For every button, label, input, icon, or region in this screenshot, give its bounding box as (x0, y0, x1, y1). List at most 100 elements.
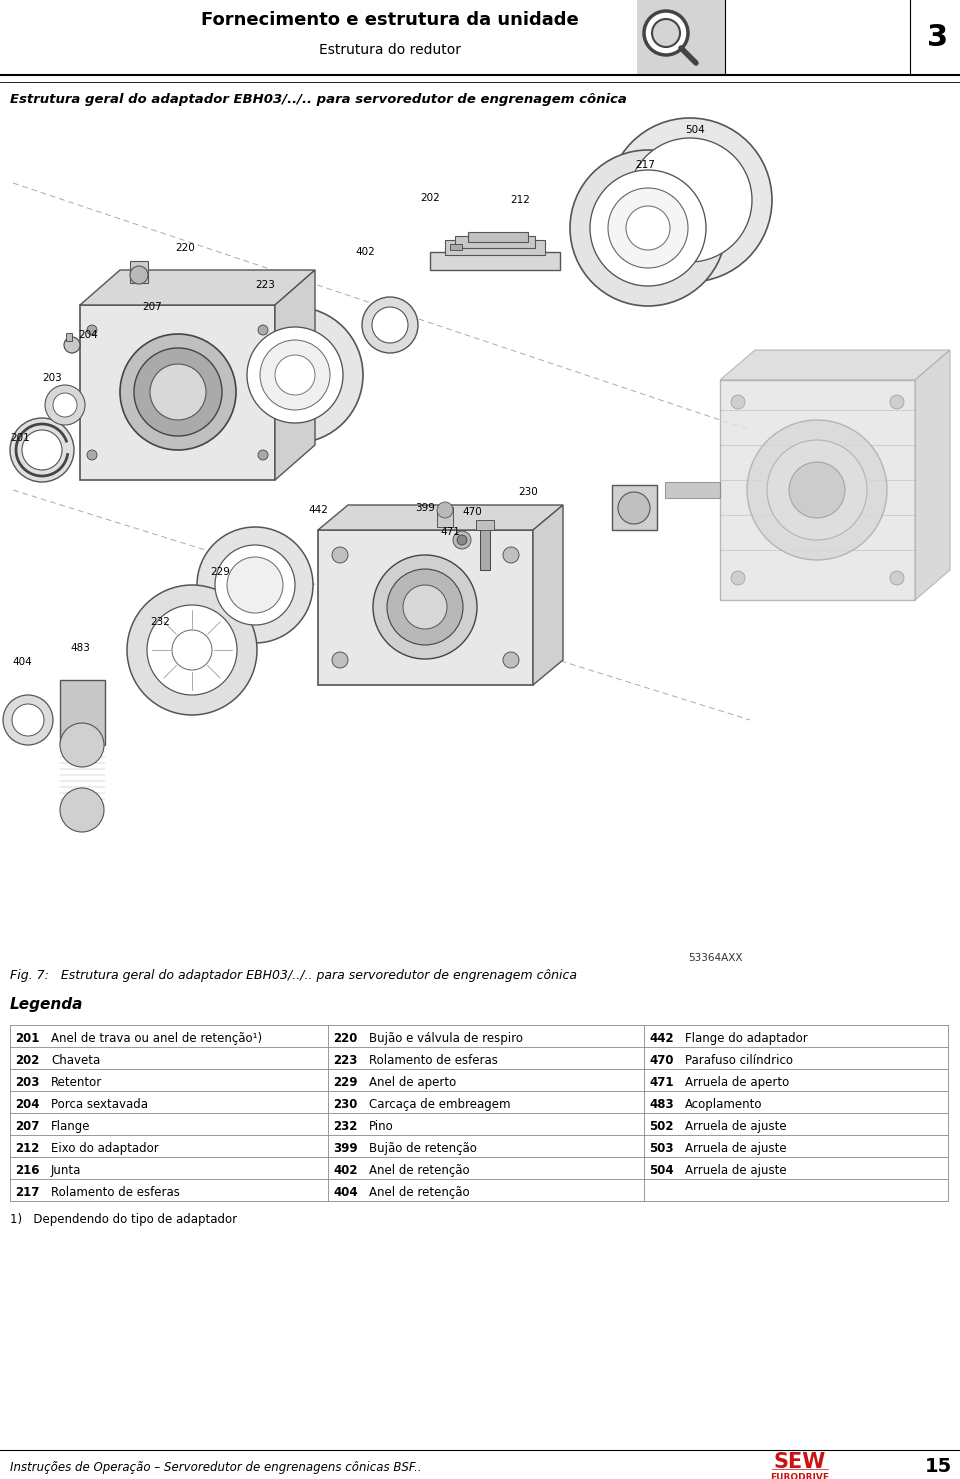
Bar (665, 482, 720, 498)
Polygon shape (275, 271, 315, 481)
Text: Anel de trava ou anel de retenção¹): Anel de trava ou anel de retenção¹) (51, 1032, 262, 1046)
Polygon shape (318, 504, 563, 529)
Text: 202: 202 (15, 1055, 39, 1068)
Bar (612, 485, 657, 529)
Text: Retentor: Retentor (51, 1077, 103, 1089)
Text: 504: 504 (685, 126, 705, 135)
Bar (476, 521, 494, 529)
Circle shape (247, 327, 343, 423)
Text: 203: 203 (15, 1077, 39, 1089)
Circle shape (362, 297, 418, 353)
Text: 53364AXX: 53364AXX (688, 952, 742, 963)
Text: Fornecimento e estrutura da unidade: Fornecimento e estrutura da unidade (202, 10, 579, 30)
Text: 404: 404 (333, 1186, 358, 1199)
Text: Bujão de retenção: Bujão de retenção (369, 1142, 477, 1155)
Circle shape (387, 569, 463, 645)
Text: 232: 232 (333, 1120, 357, 1133)
Text: 399: 399 (415, 503, 435, 513)
Text: 402: 402 (355, 247, 374, 257)
Text: 207: 207 (142, 302, 162, 312)
Circle shape (503, 547, 519, 563)
Circle shape (215, 544, 295, 626)
Circle shape (60, 788, 104, 833)
Text: 502: 502 (649, 1120, 674, 1133)
Text: 201: 201 (11, 433, 30, 444)
Circle shape (130, 266, 148, 284)
Circle shape (503, 652, 519, 669)
Circle shape (22, 430, 62, 470)
Circle shape (890, 571, 904, 586)
Text: 220: 220 (333, 1032, 357, 1046)
Bar (130, 260, 148, 282)
Circle shape (64, 337, 80, 353)
Circle shape (608, 188, 688, 268)
Text: 229: 229 (210, 566, 230, 577)
Circle shape (403, 586, 447, 629)
Circle shape (227, 558, 283, 612)
Polygon shape (80, 271, 315, 305)
Circle shape (197, 527, 313, 643)
Text: 442: 442 (308, 504, 328, 515)
Text: Flange: Flange (51, 1120, 90, 1133)
Text: 504: 504 (649, 1164, 674, 1177)
Circle shape (332, 547, 348, 563)
Text: 483: 483 (649, 1097, 674, 1111)
Text: 404: 404 (12, 657, 32, 667)
Text: 212: 212 (15, 1142, 39, 1155)
Bar (450, 244, 462, 250)
Circle shape (258, 450, 268, 460)
Text: Porca sextavada: Porca sextavada (51, 1097, 148, 1111)
Bar (437, 507, 453, 527)
Text: Anel de retenção: Anel de retenção (369, 1186, 469, 1199)
Text: Rolamento de esferas: Rolamento de esferas (369, 1055, 498, 1068)
Text: Carcaça de embreagem: Carcaça de embreagem (369, 1097, 511, 1111)
Circle shape (53, 393, 77, 417)
Text: Parafuso cilíndrico: Parafuso cilíndrico (685, 1055, 793, 1068)
Text: Bujão e válvula de respiro: Bujão e válvula de respiro (369, 1032, 523, 1046)
Text: 217: 217 (636, 160, 655, 170)
Circle shape (172, 630, 212, 670)
Text: Estrutura do redutor: Estrutura do redutor (319, 43, 461, 58)
Text: 442: 442 (649, 1032, 674, 1046)
Text: 1)   Dependendo do tipo de adaptador: 1) Dependendo do tipo de adaptador (10, 1213, 237, 1226)
Text: Acoplamento: Acoplamento (685, 1097, 762, 1111)
Text: EURODRIVE: EURODRIVE (771, 1473, 829, 1479)
Text: Rolamento de esferas: Rolamento de esferas (51, 1186, 180, 1199)
Bar (480, 525, 490, 569)
Bar (318, 529, 533, 685)
Text: 15: 15 (924, 1457, 951, 1476)
Circle shape (127, 586, 257, 714)
Circle shape (767, 439, 867, 540)
Text: Instruções de Operação – Servoredutor de engrenagens cônicas BSF..: Instruções de Operação – Servoredutor de… (10, 1460, 421, 1473)
Circle shape (453, 531, 471, 549)
Text: 204: 204 (15, 1097, 39, 1111)
Text: Pino: Pino (369, 1120, 394, 1133)
Bar (80, 305, 275, 481)
Bar (445, 240, 545, 254)
Circle shape (260, 340, 330, 410)
Text: Flange do adaptador: Flange do adaptador (685, 1032, 807, 1046)
Circle shape (150, 364, 206, 420)
Text: 230: 230 (333, 1097, 357, 1111)
Text: Arruela de ajuste: Arruela de ajuste (685, 1142, 786, 1155)
Circle shape (731, 571, 745, 586)
Text: 223: 223 (333, 1055, 357, 1068)
Circle shape (652, 19, 680, 47)
Polygon shape (720, 351, 950, 380)
Text: 471: 471 (649, 1077, 674, 1089)
Circle shape (147, 605, 237, 695)
Circle shape (570, 149, 726, 306)
Bar (60, 680, 105, 745)
Text: 470: 470 (462, 507, 482, 518)
Bar (720, 380, 915, 600)
Text: 201: 201 (15, 1032, 39, 1046)
Text: Legenda: Legenda (10, 997, 84, 1013)
Circle shape (60, 723, 104, 768)
Circle shape (87, 450, 97, 460)
Text: 402: 402 (333, 1164, 357, 1177)
Text: 503: 503 (649, 1142, 674, 1155)
Circle shape (258, 325, 268, 336)
Text: Junta: Junta (51, 1164, 82, 1177)
Text: 216: 216 (15, 1164, 39, 1177)
Text: Anel de retenção: Anel de retenção (369, 1164, 469, 1177)
